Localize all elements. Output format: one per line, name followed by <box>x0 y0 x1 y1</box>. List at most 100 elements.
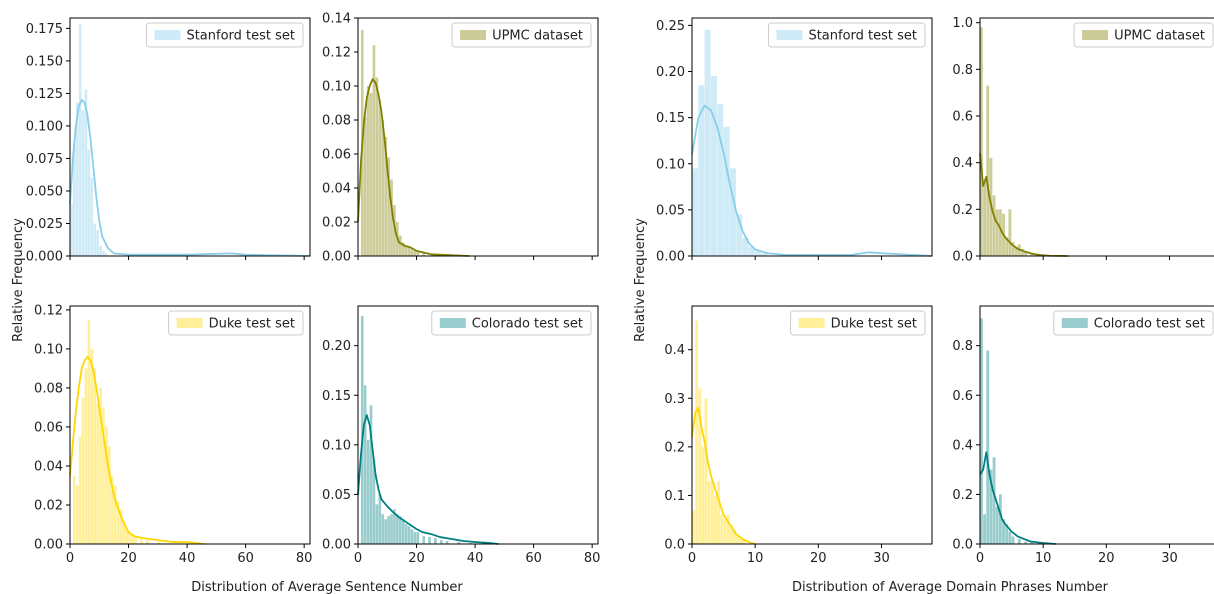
y-tick-label: 0.08 <box>34 381 63 396</box>
histogram-bar <box>366 86 370 256</box>
histogram-bar <box>401 242 405 256</box>
x-tick-label: 40 <box>467 551 484 566</box>
right-y-axis-label: Relative Frequency <box>633 218 648 342</box>
histogram-bar <box>110 475 114 544</box>
histogram-bar <box>692 168 699 256</box>
plot-frame <box>979 305 1214 545</box>
histogram-bars <box>980 318 1034 545</box>
histogram-bar <box>102 250 105 256</box>
y-tick-label: 0.0 <box>952 538 973 553</box>
legend-box <box>790 310 926 336</box>
histogram-bar <box>704 398 708 544</box>
legend-label: Colorado test set <box>1094 317 1205 332</box>
histogram-bar <box>1005 524 1009 544</box>
y-tick-label: 0.0 <box>664 538 685 553</box>
histogram-bar <box>1024 541 1028 544</box>
histogram-bar <box>102 407 105 544</box>
histogram-bar <box>998 209 1002 256</box>
y-tick-label: 0.4 <box>952 156 973 171</box>
histogram-bar <box>393 205 396 256</box>
histogram-bar <box>457 542 461 544</box>
y-tick-label: 0.0 <box>952 250 973 265</box>
histogram-bar <box>87 319 91 544</box>
x-tick-label: 0 <box>688 551 696 566</box>
left-x-axis-label: Distribution of Average Sentence Number <box>191 580 463 594</box>
legend-box <box>767 22 926 48</box>
y-tick-label: 0.12 <box>322 46 351 61</box>
histogram-bar <box>983 514 987 544</box>
histogram-bar <box>723 126 730 256</box>
histogram-bar <box>78 436 82 544</box>
histogram-bar <box>90 177 94 256</box>
histogram-bar <box>381 120 385 256</box>
y-tick-label: 0.04 <box>322 182 351 197</box>
x-tick-label: 0 <box>976 551 984 566</box>
histogram-bar <box>1024 251 1028 256</box>
histogram-bar <box>739 539 743 544</box>
histogram-bar <box>729 168 736 256</box>
x-tick-label: 60 <box>237 551 254 566</box>
y-tick-label: 0.14 <box>322 12 351 27</box>
histogram-bar <box>422 252 426 256</box>
legend-box <box>431 310 592 336</box>
legend-label: Colorado test set <box>472 317 583 332</box>
y-tick-label: 0.25 <box>656 19 685 34</box>
x-tick-label: 20 <box>120 551 137 566</box>
y-tick-label: 0.10 <box>322 438 351 453</box>
y-tick-label: 0.00 <box>656 250 685 265</box>
histogram-bar <box>742 237 749 256</box>
histogram-bar <box>140 538 143 544</box>
plot-frame <box>69 305 311 545</box>
legend-swatch <box>439 318 466 328</box>
x-tick-label: 20 <box>810 551 827 566</box>
histogram-bar <box>717 480 721 544</box>
y-tick-label: 0.6 <box>952 389 973 404</box>
histogram-bar <box>995 209 999 256</box>
histogram-bar <box>439 540 443 544</box>
histogram-bar <box>96 229 99 256</box>
histogram-bar <box>99 245 102 256</box>
histogram-bar <box>1021 249 1024 256</box>
kde-curve <box>69 355 205 545</box>
histogram-bar <box>93 223 97 256</box>
histogram-bar <box>157 542 161 544</box>
plot-frame <box>357 305 599 545</box>
x-tick-label: 80 <box>296 551 313 566</box>
chart-panel: 0.0 0.1 0.2 0.3 0.4 0 10 20 30 Duke test set <box>664 305 933 566</box>
legend-label: Stanford test set <box>186 29 295 44</box>
y-tick-label: 0.1 <box>664 489 685 504</box>
y-tick-label: 0.125 <box>26 87 63 102</box>
legend: UPMC dataset <box>451 22 592 48</box>
histogram-bar <box>413 532 417 544</box>
histogram-bar <box>369 92 373 256</box>
legend-label: UPMC dataset <box>492 29 583 44</box>
y-tick-label: 0.20 <box>322 339 351 354</box>
y-tick-label: 0.150 <box>26 54 63 69</box>
y-tick-label: 0.06 <box>322 148 351 163</box>
histogram-bar <box>986 85 990 256</box>
histogram-bar <box>980 318 983 544</box>
plot-frame <box>979 17 1214 257</box>
histogram-bar <box>96 403 99 544</box>
chart-panel: 0.00 0.05 0.10 0.15 0.20 0 20 40 60 80 Colorado te… <box>322 305 600 566</box>
y-tick-label: 0.100 <box>26 119 63 134</box>
histogram-bar <box>372 459 376 544</box>
y-tick-label: 0.075 <box>26 152 63 167</box>
plot-frame <box>691 17 933 257</box>
y-tick-label: 0.000 <box>26 250 63 265</box>
histogram-bar <box>393 509 396 544</box>
histogram-bar <box>363 116 367 256</box>
histogram-bar <box>72 475 76 544</box>
histogram-bar <box>416 250 420 256</box>
kde-curve <box>979 153 1069 257</box>
y-tick-label: 0.12 <box>34 303 63 318</box>
legend-swatch <box>460 30 487 40</box>
histogram-bars <box>70 24 108 256</box>
histogram-bar <box>986 350 990 545</box>
chart-panel: 0.0 0.2 0.4 0.6 0.8 0 10 20 30 Colorado test set <box>952 305 1214 566</box>
histogram-bar <box>387 157 390 256</box>
chart-panel: 0.000 0.025 0.050 0.075 0.100 0.125 0.150 0.175… <box>26 17 311 265</box>
histogram-bar <box>1008 531 1012 544</box>
histogram-bar <box>742 539 746 544</box>
